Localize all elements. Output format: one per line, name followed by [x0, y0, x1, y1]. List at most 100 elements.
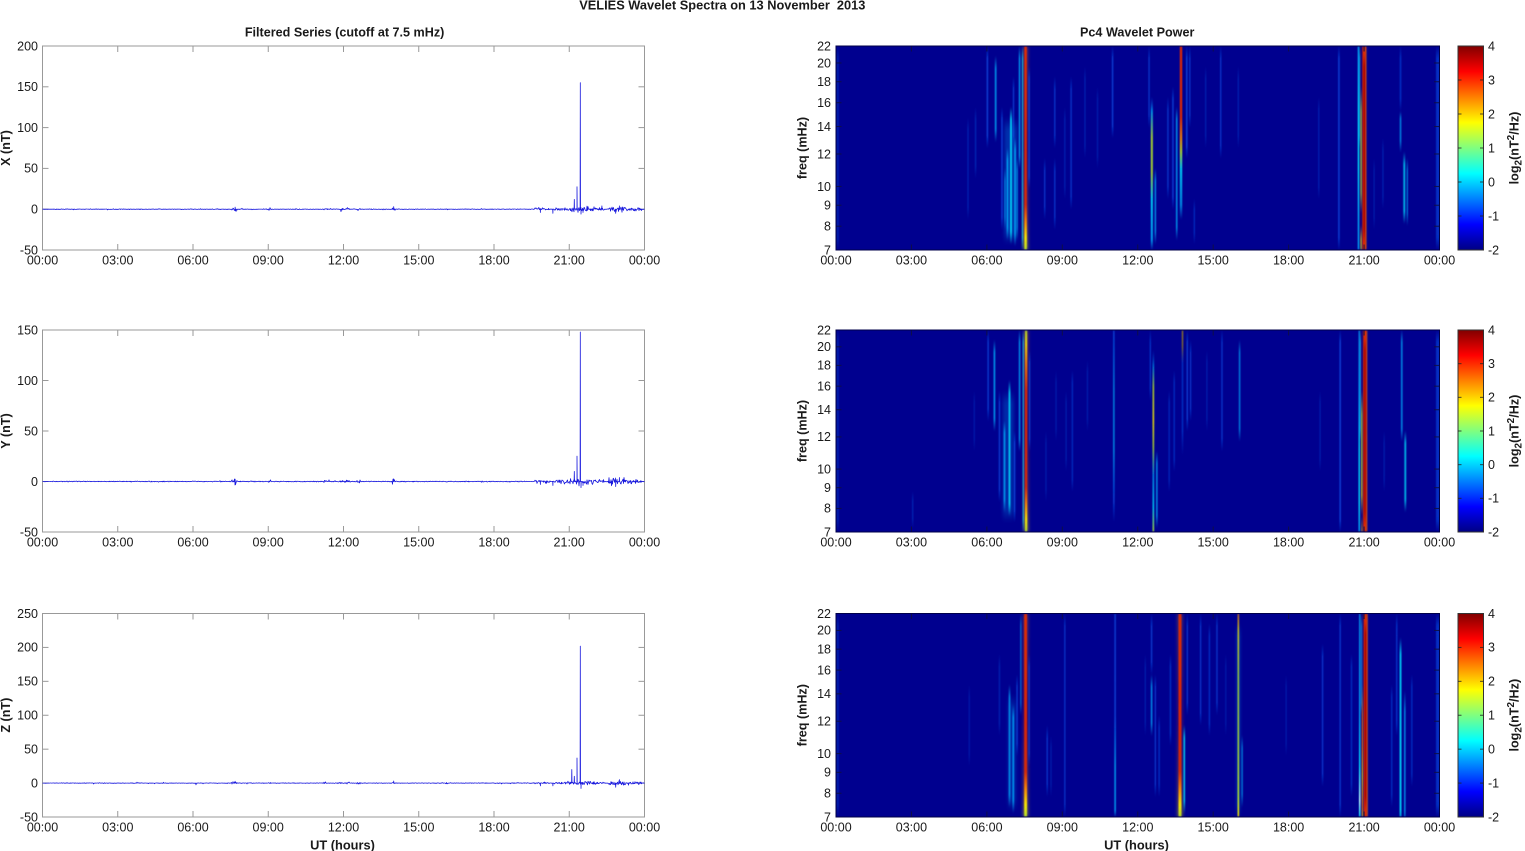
- svg-text:7: 7: [824, 810, 831, 824]
- svg-text:2: 2: [1488, 675, 1495, 689]
- svg-text:18:00: 18:00: [478, 536, 509, 550]
- svg-text:4: 4: [1488, 607, 1495, 621]
- svg-text:UT (hours): UT (hours): [1104, 838, 1169, 851]
- svg-text:100: 100: [17, 709, 38, 723]
- svg-text:18:00: 18:00: [478, 254, 509, 268]
- svg-text:log2(nT2/Hz): log2(nT2/Hz): [1506, 679, 1524, 752]
- svg-text:00:00: 00:00: [1424, 821, 1455, 835]
- svg-text:9: 9: [824, 481, 831, 495]
- svg-text:03:00: 03:00: [896, 254, 927, 268]
- svg-text:0: 0: [1488, 175, 1495, 189]
- svg-text:8: 8: [824, 220, 831, 234]
- svg-text:-50: -50: [20, 810, 38, 824]
- svg-text:09:00: 09:00: [1047, 536, 1078, 550]
- svg-text:18:00: 18:00: [1273, 536, 1304, 550]
- svg-text:09:00: 09:00: [253, 254, 284, 268]
- svg-text:18:00: 18:00: [1273, 821, 1304, 835]
- svg-text:00:00: 00:00: [820, 821, 851, 835]
- svg-text:16: 16: [817, 380, 831, 394]
- svg-text:freq (mHz): freq (mHz): [796, 684, 810, 746]
- svg-text:12: 12: [817, 430, 831, 444]
- svg-text:log2(nT2/Hz): log2(nT2/Hz): [1506, 395, 1524, 468]
- svg-text:22: 22: [817, 39, 831, 53]
- svg-text:21:00: 21:00: [1348, 536, 1379, 550]
- svg-text:18: 18: [817, 643, 831, 657]
- svg-text:14: 14: [817, 687, 831, 701]
- svg-text:3: 3: [1488, 641, 1495, 655]
- svg-text:150: 150: [17, 675, 38, 689]
- svg-text:14: 14: [817, 120, 831, 134]
- svg-text:-50: -50: [20, 243, 38, 257]
- svg-text:12: 12: [817, 715, 831, 729]
- svg-text:12:00: 12:00: [1122, 254, 1153, 268]
- svg-text:-1: -1: [1488, 209, 1499, 223]
- svg-text:10: 10: [817, 747, 831, 761]
- svg-text:freq (mHz): freq (mHz): [796, 117, 810, 179]
- svg-text:09:00: 09:00: [253, 536, 284, 550]
- svg-text:06:00: 06:00: [177, 536, 208, 550]
- svg-text:10: 10: [817, 180, 831, 194]
- svg-text:03:00: 03:00: [896, 821, 927, 835]
- svg-text:150: 150: [17, 80, 38, 94]
- svg-text:4: 4: [1488, 39, 1495, 53]
- svg-text:100: 100: [17, 121, 38, 135]
- svg-text:Z (nT): Z (nT): [0, 698, 13, 733]
- svg-text:3: 3: [1488, 73, 1495, 87]
- svg-text:03:00: 03:00: [102, 254, 133, 268]
- svg-text:50: 50: [24, 743, 38, 757]
- svg-text:00:00: 00:00: [1424, 254, 1455, 268]
- svg-text:09:00: 09:00: [1047, 254, 1078, 268]
- svg-text:VELIES Wavelet Spectra on 13 N: VELIES Wavelet Spectra on 13 November 20…: [579, 0, 865, 13]
- svg-text:21:00: 21:00: [554, 536, 585, 550]
- svg-text:250: 250: [17, 607, 38, 621]
- svg-text:1: 1: [1488, 709, 1495, 723]
- svg-text:09:00: 09:00: [1047, 821, 1078, 835]
- svg-text:18: 18: [817, 359, 831, 373]
- svg-text:21:00: 21:00: [1348, 821, 1379, 835]
- svg-text:9: 9: [824, 766, 831, 780]
- svg-text:14: 14: [817, 403, 831, 417]
- svg-text:18:00: 18:00: [1273, 254, 1304, 268]
- svg-text:15:00: 15:00: [403, 254, 434, 268]
- svg-text:150: 150: [17, 323, 38, 337]
- svg-text:00:00: 00:00: [27, 536, 58, 550]
- svg-text:15:00: 15:00: [403, 821, 434, 835]
- svg-text:15:00: 15:00: [1198, 254, 1229, 268]
- svg-text:20: 20: [817, 56, 831, 70]
- svg-text:09:00: 09:00: [253, 821, 284, 835]
- svg-text:22: 22: [817, 607, 831, 621]
- svg-text:06:00: 06:00: [177, 254, 208, 268]
- svg-text:freq (mHz): freq (mHz): [796, 400, 810, 462]
- svg-text:15:00: 15:00: [1198, 821, 1229, 835]
- svg-text:8: 8: [824, 502, 831, 516]
- svg-text:0: 0: [31, 776, 38, 790]
- svg-text:100: 100: [17, 374, 38, 388]
- svg-text:21:00: 21:00: [554, 254, 585, 268]
- svg-text:00:00: 00:00: [629, 536, 660, 550]
- svg-text:200: 200: [17, 641, 38, 655]
- svg-text:00:00: 00:00: [629, 821, 660, 835]
- svg-text:-2: -2: [1488, 810, 1499, 824]
- svg-text:0: 0: [1488, 458, 1495, 472]
- svg-text:log2(nT2/Hz): log2(nT2/Hz): [1506, 112, 1524, 185]
- svg-text:50: 50: [24, 424, 38, 438]
- svg-text:16: 16: [817, 96, 831, 110]
- svg-text:1: 1: [1488, 424, 1495, 438]
- svg-text:18: 18: [817, 75, 831, 89]
- svg-text:-1: -1: [1488, 492, 1499, 506]
- svg-text:3: 3: [1488, 357, 1495, 371]
- svg-text:12:00: 12:00: [328, 254, 359, 268]
- svg-text:Pc4 Wavelet Power: Pc4 Wavelet Power: [1080, 26, 1194, 40]
- svg-text:12:00: 12:00: [1122, 536, 1153, 550]
- svg-text:200: 200: [17, 39, 38, 53]
- svg-text:-1: -1: [1488, 776, 1499, 790]
- svg-text:20: 20: [817, 624, 831, 638]
- svg-text:8: 8: [824, 787, 831, 801]
- svg-text:06:00: 06:00: [971, 536, 1002, 550]
- svg-text:22: 22: [817, 323, 831, 337]
- svg-text:0: 0: [31, 475, 38, 489]
- svg-text:X (nT): X (nT): [0, 130, 13, 166]
- svg-text:00:00: 00:00: [820, 536, 851, 550]
- svg-text:-2: -2: [1488, 525, 1499, 539]
- svg-text:18:00: 18:00: [478, 821, 509, 835]
